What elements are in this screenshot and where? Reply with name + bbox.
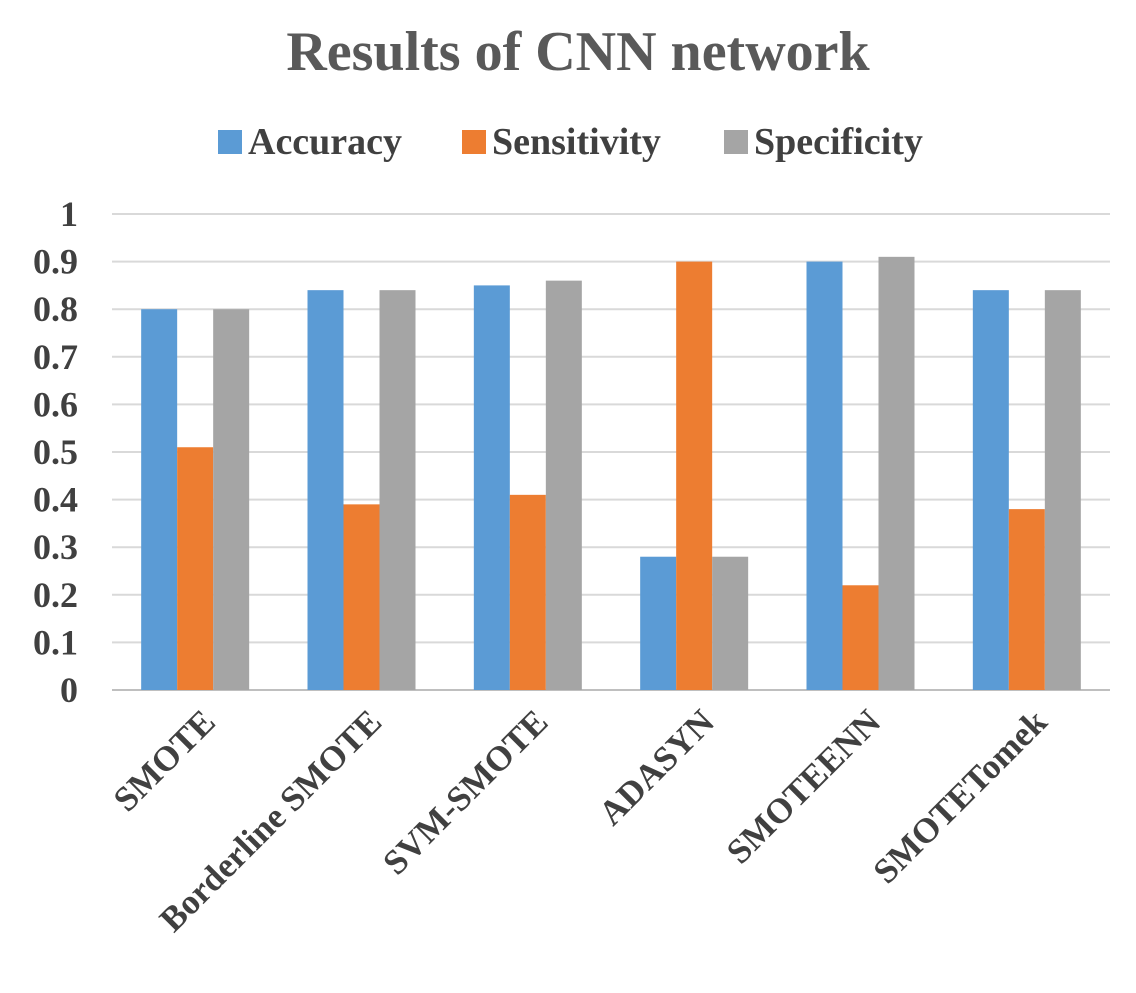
bar-sensitivity-svm-smote [509,494,546,690]
bar-sensitivity-borderline-smote [343,504,380,690]
bar-sensitivity-smote [177,447,214,690]
bar-accuracy-adasyn [640,556,677,690]
bars [141,256,1081,690]
legend-swatch-sensitivity [462,130,486,154]
x-category-label: SMOTEENN [719,702,888,871]
y-tick-label: 1 [60,194,78,234]
bar-specificity-svm-smote [545,280,582,690]
bar-specificity-smote [213,309,250,690]
bar-sensitivity-smotetomek [1008,509,1045,690]
bar-accuracy-smoteenn [806,261,843,690]
bar-sensitivity-adasyn [676,261,713,690]
y-tick-label: 0 [60,670,78,710]
y-axis-ticks: 0 0.1 0.2 0.3 0.4 0.5 0.6 0.7 0.8 0.9 1 [33,194,78,710]
y-tick-label: 0.9 [33,242,78,282]
x-category-label: SVM-SMOTE [375,702,555,882]
bar-specificity-smoteenn [878,256,915,690]
legend-swatch-specificity [724,130,748,154]
grid [112,213,1110,691]
bar-accuracy-borderline-smote [307,290,344,690]
bar-specificity-smotetomek [1044,290,1081,690]
y-tick-label: 0.7 [33,337,78,377]
y-tick-label: 0.8 [33,289,78,329]
chart-title: Results of CNN network [286,21,870,83]
y-tick-label: 0.5 [33,432,78,472]
bar-accuracy-svm-smote [473,285,510,690]
y-tick-label: 0.3 [33,527,78,567]
legend-swatch-accuracy [218,130,242,154]
bar-specificity-adasyn [712,556,749,690]
bar-sensitivity-smoteenn [842,585,879,690]
y-tick-label: 0.4 [33,480,78,520]
legend-label-specificity: Specificity [754,121,923,163]
legend-label-sensitivity: Sensitivity [492,121,661,163]
x-category-label: SMOTE [106,702,223,819]
bar-specificity-borderline-smote [379,290,416,690]
bar-accuracy-smote [141,309,178,690]
legend-label-accuracy: Accuracy [248,121,402,163]
y-tick-label: 0.1 [33,622,78,662]
x-category-label: SMOTETomek [866,702,1055,891]
legend: Accuracy Sensitivity Specificity [218,121,923,163]
bar-accuracy-smotetomek [972,290,1009,690]
y-tick-label: 0.6 [33,384,78,424]
x-category-label: ADASYN [591,702,722,833]
y-tick-label: 0.2 [33,575,78,615]
